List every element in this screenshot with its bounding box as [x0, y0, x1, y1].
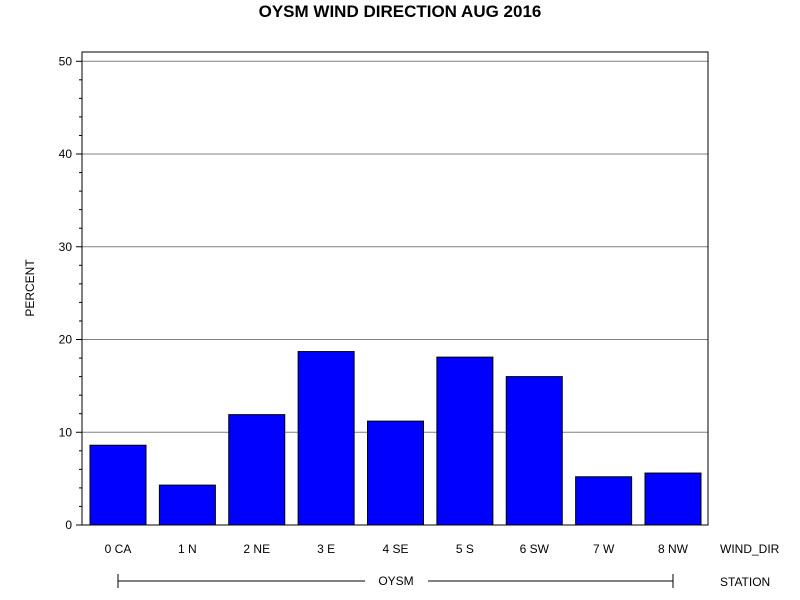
bar [297, 351, 355, 526]
x-tick-label: 3 E [317, 542, 335, 556]
y-tick-label: 20 [59, 333, 73, 347]
bar [644, 472, 702, 526]
x-axis-label: WIND_DIR [720, 542, 780, 556]
bar [228, 414, 286, 526]
group-axis-label: STATION [720, 575, 770, 589]
x-tick-label: 0 CA [105, 542, 132, 556]
y-axis-label: PERCENT [23, 259, 37, 317]
y-tick-label: 40 [59, 147, 73, 161]
x-tick-label: 8 NW [658, 542, 689, 556]
bar [575, 476, 633, 526]
bar [89, 444, 147, 526]
x-tick-label: 5 S [456, 542, 474, 556]
bar-series [89, 351, 702, 526]
x-tick-label: 2 NE [243, 542, 270, 556]
x-axis: 0 CA 1 N 2 NE 3 E 4 SE 5 S 6 SW 7 W 8 NW [105, 542, 689, 556]
group-label: OYSM [378, 574, 413, 588]
grid-lines [82, 60, 708, 433]
x-tick-label: 4 SE [382, 542, 408, 556]
bar [505, 376, 563, 526]
x-tick-label: 1 N [178, 542, 197, 556]
chart-title: OYSM WIND DIRECTION AUG 2016 [259, 2, 542, 21]
y-axis: 0 10 20 30 40 50 [59, 54, 82, 532]
bar [436, 356, 494, 526]
y-tick-label: 0 [65, 518, 72, 532]
bar [158, 484, 216, 526]
plot-frame [81, 51, 709, 526]
x-tick-label: 7 W [593, 542, 615, 556]
y-tick-label: 50 [59, 54, 73, 68]
bar [367, 420, 424, 526]
y-tick-label: 10 [59, 425, 73, 439]
y-tick-label: 30 [59, 240, 73, 254]
x-tick-label: 6 SW [520, 542, 550, 556]
